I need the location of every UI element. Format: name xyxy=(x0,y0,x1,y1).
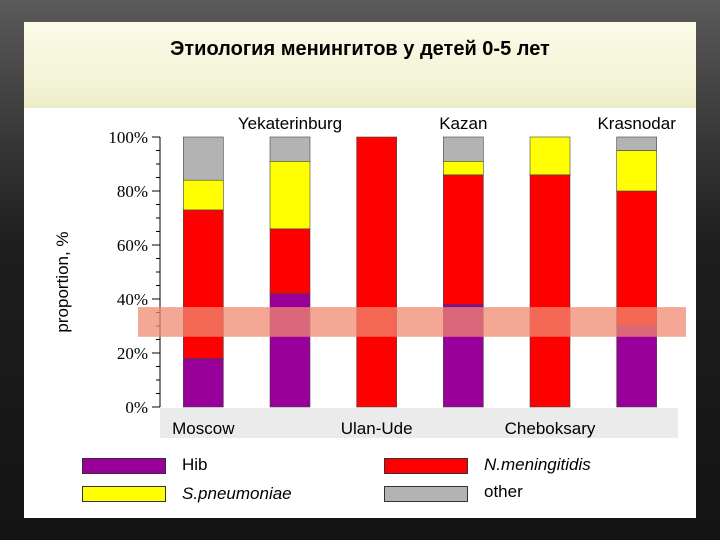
legend-swatch-hib xyxy=(82,458,166,474)
bar-kazan-other xyxy=(443,136,484,162)
bar-yekaterinburg-nmeningitidis xyxy=(269,228,311,294)
bar-cheboksary-spneumoniae xyxy=(529,136,571,176)
bar-kazan-spneumoniae xyxy=(443,161,484,176)
legend-swatch-other xyxy=(384,486,468,502)
category-label-band xyxy=(160,408,678,438)
title-band xyxy=(24,22,696,108)
legend-label-spneumoniae: S.pneumoniae xyxy=(182,484,292,503)
legend-label-nmeningitidis: N.meningitidis xyxy=(484,455,591,474)
legend-swatch-spneumoniae xyxy=(82,486,166,502)
y-tick-label-1: 20% xyxy=(117,344,148,363)
category-label-krasnodar: Krasnodar xyxy=(597,114,676,133)
bar-yekaterinburg-other xyxy=(269,136,311,162)
y-tick-label-2: 40% xyxy=(117,290,148,309)
bar-moscow-other xyxy=(183,136,224,181)
category-label-yekaterinburg: Yekaterinburg xyxy=(238,114,342,133)
bar-krasnodar-other xyxy=(616,136,657,151)
category-label-ulan-ude: Ulan-Ude xyxy=(341,419,413,438)
bar-moscow-hib xyxy=(183,358,224,408)
bar-cheboksary-nmeningitidis xyxy=(529,174,571,408)
bar-krasnodar-spneumoniae xyxy=(616,150,657,192)
bar-yekaterinburg-spneumoniae xyxy=(269,161,311,230)
legend-swatch-nmeningitidis xyxy=(384,458,468,474)
legend-label-other: other xyxy=(484,482,523,501)
category-label-kazan: Kazan xyxy=(439,114,487,133)
category-label-moscow: Moscow xyxy=(172,419,235,438)
bar-kazan-nmeningitidis xyxy=(443,174,484,305)
y-tick-label-5: 100% xyxy=(108,128,148,147)
bar-moscow-spneumoniae xyxy=(183,179,224,211)
y-tick-label-4: 80% xyxy=(117,182,148,201)
bar-krasnodar-nmeningitidis xyxy=(616,190,657,327)
bar-ulan-ude-nmeningitidis xyxy=(356,136,397,408)
bar-krasnodar-hib xyxy=(616,325,657,408)
legend-label-hib: Hib xyxy=(182,455,208,474)
y-axis-title: proportion, % xyxy=(53,231,72,332)
y-tick-label-3: 60% xyxy=(117,236,148,255)
category-label-cheboksary: Cheboksary xyxy=(505,419,596,438)
y-tick-label-0: 0% xyxy=(125,398,148,417)
highlight-band xyxy=(138,307,686,337)
slide-title: Этиология менингитов у детей 0-5 лет xyxy=(170,38,550,60)
